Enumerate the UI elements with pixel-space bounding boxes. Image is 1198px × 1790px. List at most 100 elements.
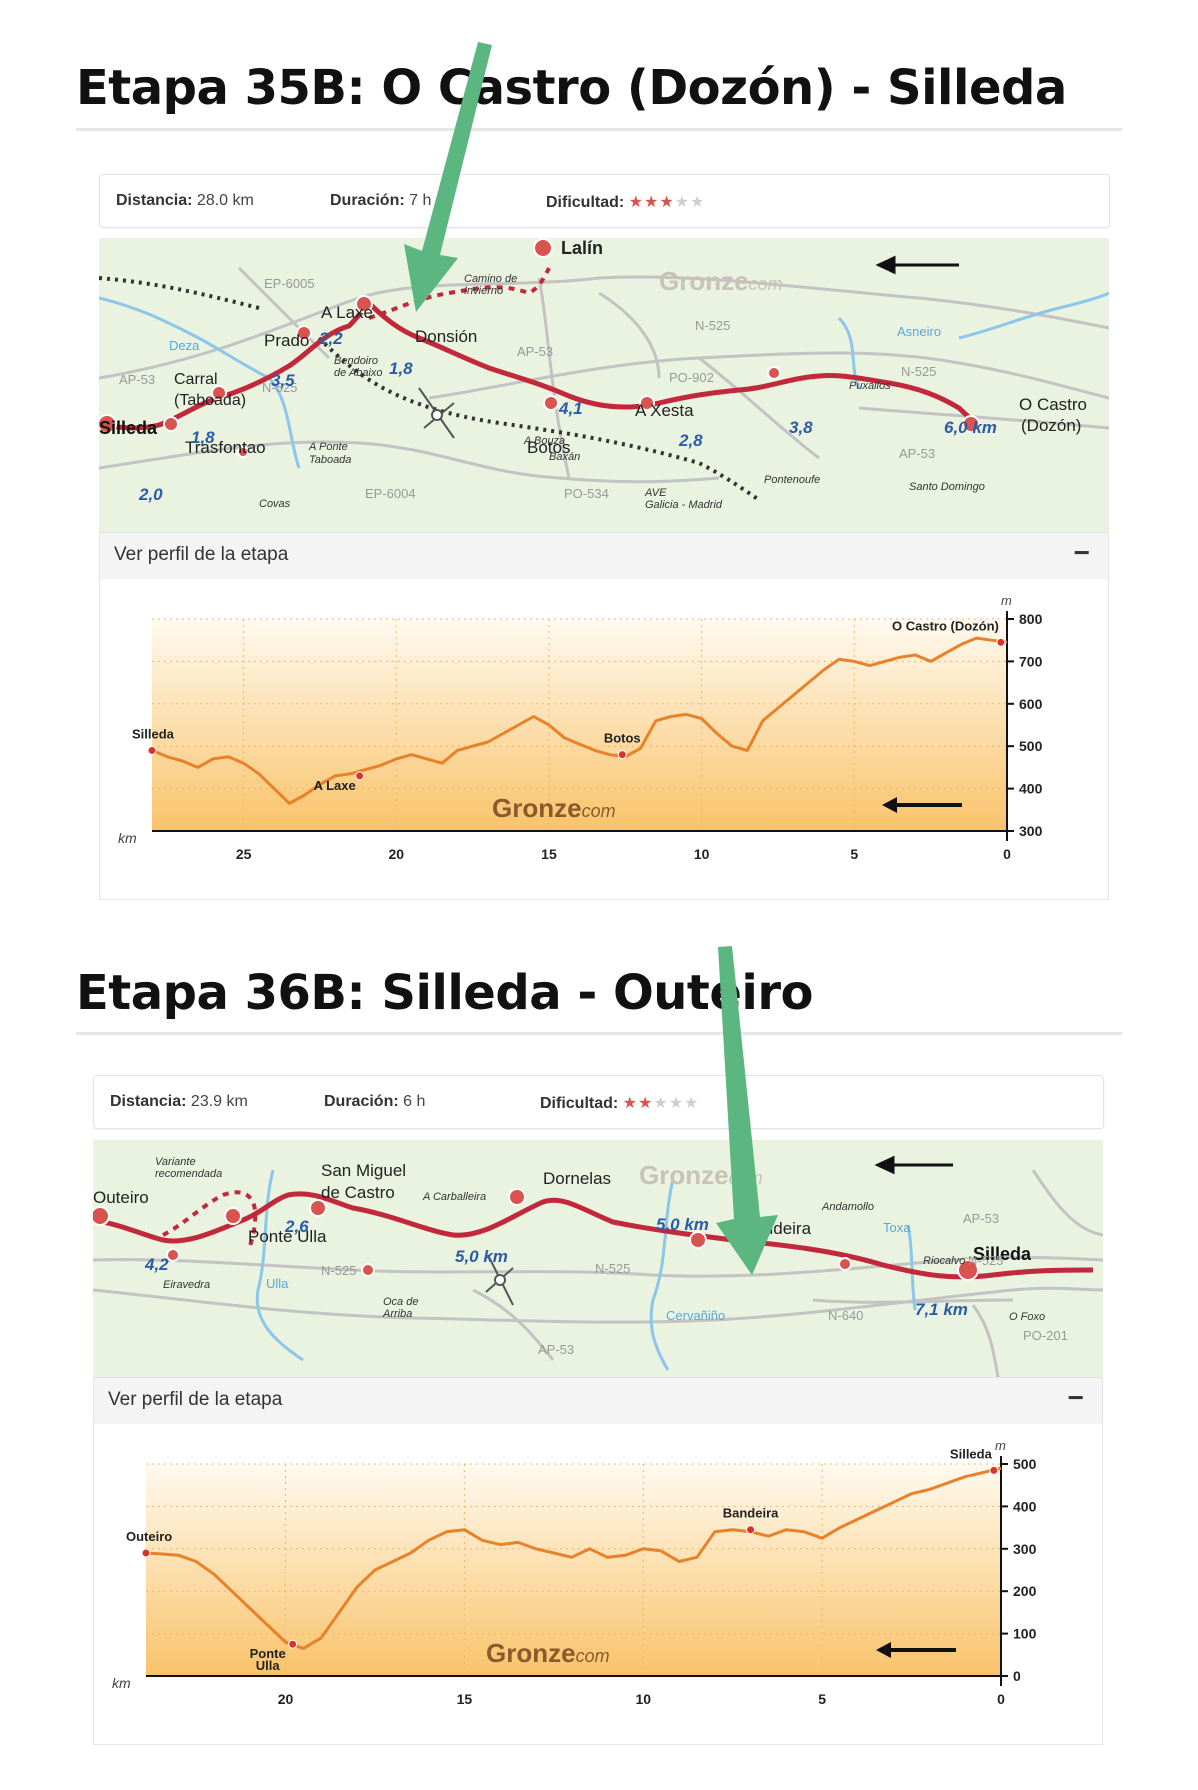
direction-arrow-icon (882, 797, 897, 813)
profile-marker-label: Botos (604, 731, 641, 746)
map-road-label: AP-53 (963, 1211, 999, 1226)
elevation-line (151, 636, 1008, 805)
map-place-label: Variante (155, 1156, 196, 1168)
map-road-label: AP-53 (538, 1342, 574, 1357)
map-town-label: Dornelas (543, 1169, 611, 1188)
map-place-label: Eiravedra (163, 1279, 210, 1291)
collapse-icon[interactable]: − (1067, 1382, 1084, 1413)
stage2-difficulty-stars: ★★★★★ (622, 1095, 700, 1112)
profile-x-tick-label: 15 (541, 846, 557, 862)
profile-marker-label: Bandeira (723, 1506, 779, 1521)
profile-marker-label: A Laxe (314, 778, 356, 793)
stage2-distance: Distancia: 23.9 km (110, 1093, 248, 1110)
map-place-label: Bendoiro (334, 355, 378, 367)
profile-y-tick-label: 300 (1019, 823, 1043, 839)
map-road-label: N-525 (595, 1261, 630, 1276)
profile-y-tick-label: 600 (1019, 696, 1043, 712)
profile-y-tick-label: 500 (1013, 1456, 1037, 1472)
map-place-label: Arriba (382, 1308, 412, 1320)
stage2-title: Etapa 36B: Silleda - Outeiro (76, 965, 814, 1021)
map-place-label: Covas (259, 498, 291, 510)
map-town-label: Silleda (973, 1244, 1032, 1264)
profile-x-unit: km (112, 1675, 131, 1691)
map-road-label: N-525 (262, 380, 297, 395)
profile-marker-label: Silleda (950, 1446, 993, 1461)
map-segment-km: 2,0 (138, 485, 163, 504)
stage2-difficulty: Dificultad: ★★★★★ (540, 1095, 700, 1112)
map-place-label: Andamollo (821, 1201, 874, 1213)
map-place-label: A Carballeira (422, 1191, 486, 1203)
map-place-label: Pontenoufe (764, 474, 820, 486)
stage2-elevation-chart: 0 100 200 300 400 500 20 15 10 5 0 km m Gronzecom Oute… (112, 1438, 1037, 1707)
stage2-route-map[interactable]: Gronzecom Outeiro Ponte Ulla San Miguel … (93, 1140, 1103, 1378)
map-river-label: Deza (169, 338, 200, 353)
map-place-label: Invierno (464, 285, 503, 297)
map-segment-km: 2,8 (678, 431, 703, 450)
map-segment-km: 2,2 (318, 329, 343, 348)
profile-y-tick-label: 200 (1013, 1583, 1037, 1599)
stage1-info-card: Distancia: 28.0 km Duración: 7 h Dificul… (99, 174, 1110, 228)
map-river-label: Toxa (883, 1220, 911, 1235)
map-town-label: Lalín (561, 238, 603, 258)
map-place-label: O Foxo (1009, 1311, 1045, 1323)
map-river-label: Cervañiño (666, 1308, 725, 1323)
map-segment-km: 5,0 km (656, 1215, 709, 1234)
map-town-label: Silleda (99, 418, 158, 438)
map-road-label: EP-6004 (365, 486, 416, 501)
profile-marker-label: O Castro (Dozón) (892, 618, 999, 633)
map-town-label: San Miguel (321, 1161, 406, 1180)
stage1-difficulty: Dificultad: ★★★★★ (546, 194, 706, 211)
map-town-label: Trasfontao (185, 438, 266, 457)
stage1-profile-toggle[interactable]: Ver perfil de la etapa − (99, 532, 1109, 580)
profile-marker (355, 771, 365, 781)
stage1-difficulty-stars: ★★★★★ (628, 194, 706, 211)
profile-x-tick-label: 20 (388, 846, 404, 862)
map-road-label: AP-53 (517, 344, 553, 359)
map-road-label: N-525 (968, 1253, 1003, 1268)
map-town-label: (Dozón) (1021, 416, 1081, 435)
map-river-label: Asneiro (897, 324, 941, 339)
map-river-label: Ulla (266, 1276, 289, 1291)
profile-x-tick-label: 0 (997, 1691, 1005, 1707)
profile-x-tick-label: 25 (236, 846, 252, 862)
profile-marker-label: Silleda (132, 726, 175, 741)
map-segment-km: 1,8 (389, 359, 413, 378)
stage2-info-card: Distancia: 23.9 km Duración: 6 h Dificul… (93, 1075, 1104, 1129)
profile-y-tick-label: 500 (1019, 738, 1043, 754)
profile-marker (147, 745, 157, 755)
map-place-label: Puxallos (849, 380, 891, 392)
map-segment-km: 2,6 (284, 1217, 309, 1236)
map-place-label: Taboada (309, 454, 351, 466)
stage2-elevation-profile: 0 100 200 300 400 500 20 15 10 5 0 km m Gronzecom Oute… (93, 1424, 1103, 1745)
stage2-map-svg: Gronzecom Outeiro Ponte Ulla San Miguel … (93, 1140, 1103, 1378)
profile-x-unit: km (118, 830, 137, 846)
map-segment-km: 3,8 (789, 418, 813, 437)
map-town-label: Carral (174, 371, 218, 388)
map-place-label: Camino de (464, 273, 517, 285)
map-place-label: A Bouza (523, 435, 565, 447)
map-road-label: N-640 (828, 1308, 863, 1323)
profile-y-tick-label: 400 (1013, 1498, 1037, 1514)
profile-x-tick-label: 5 (850, 846, 858, 862)
stage1-route-map[interactable]: Gronzecom Silleda Trasfontao Carral (Tab… (99, 238, 1109, 533)
map-town-label: (Taboada) (174, 392, 246, 409)
stage2-profile-toggle[interactable]: Ver perfil de la etapa − (93, 1377, 1103, 1425)
map-road-label: N-525 (695, 318, 730, 333)
map-road-label: EP-6005 (264, 276, 315, 291)
profile-marker (617, 750, 627, 760)
collapse-icon[interactable]: − (1073, 537, 1090, 568)
map-segment-km: 3,5 (271, 371, 295, 390)
map-road-label: PO-902 (669, 370, 714, 385)
map-town-label: O Castro (1019, 395, 1087, 414)
map-town-label: Botos (527, 438, 570, 457)
profile-x-tick-label: 10 (694, 846, 710, 862)
map-segment-km: 1,8 (191, 428, 215, 447)
map-segment-km: 4,1 (558, 399, 583, 418)
map-place-label: Santo Domingo (909, 481, 985, 493)
profile-marker-label: Ulla (256, 1658, 281, 1673)
map-place-label: recomendada (155, 1168, 222, 1180)
map-town-label: A Laxe (321, 303, 373, 322)
map-place-label: A Ponte (308, 441, 348, 453)
profile-marker (996, 637, 1006, 647)
profile-y-tick-label: 400 (1019, 781, 1043, 797)
